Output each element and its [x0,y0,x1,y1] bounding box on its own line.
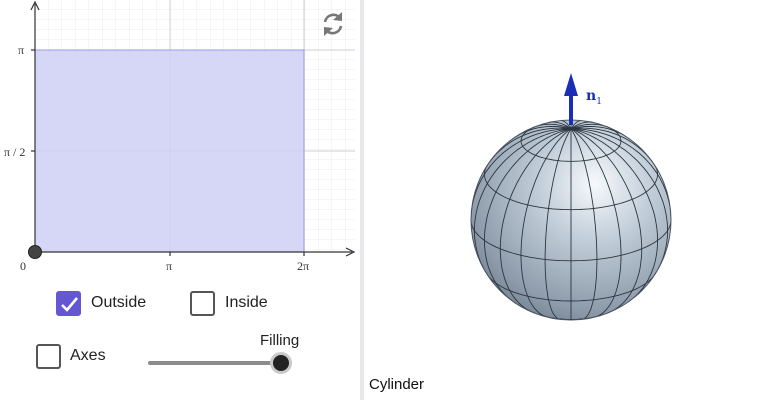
x-tick-label-0: 0 [20,259,26,273]
y-tick-label-half-pi: π / 2 [4,145,26,159]
y-tick-label-pi: π [18,43,25,57]
outside-checkbox[interactable] [56,291,81,316]
inside-checkbox[interactable] [190,291,215,316]
graph-panel: 0 π 2π π π / 2 Outside Inside Axes Filli… [0,0,360,400]
normal-vector-label: n1 [586,88,602,107]
outside-label: Outside [91,294,147,311]
inside-label: Inside [225,294,268,311]
refresh-icon [323,12,343,36]
parameter-graph[interactable] [0,0,360,275]
x-tick-label-pi: π [166,259,173,273]
reset-button[interactable] [318,9,348,39]
normal-vector-symbol: n [586,88,597,104]
axes-checkbox[interactable] [36,344,61,369]
normal-vector-subscript: 1 [596,96,602,107]
surface-name-label: Cylinder [369,376,425,393]
origin-point[interactable] [28,245,42,259]
x-tick-label-2pi: 2π [297,259,310,273]
axes-label: Axes [70,347,106,364]
parameter-domain-region [34,49,305,253]
axes [30,0,356,257]
filling-slider-track[interactable] [148,361,282,365]
panel-divider [360,0,364,400]
checkmark-icon [61,297,78,312]
filling-slider-label: Filling [260,332,300,349]
filling-slider-thumb[interactable] [270,352,292,374]
3d-view-panel[interactable] [364,0,780,400]
